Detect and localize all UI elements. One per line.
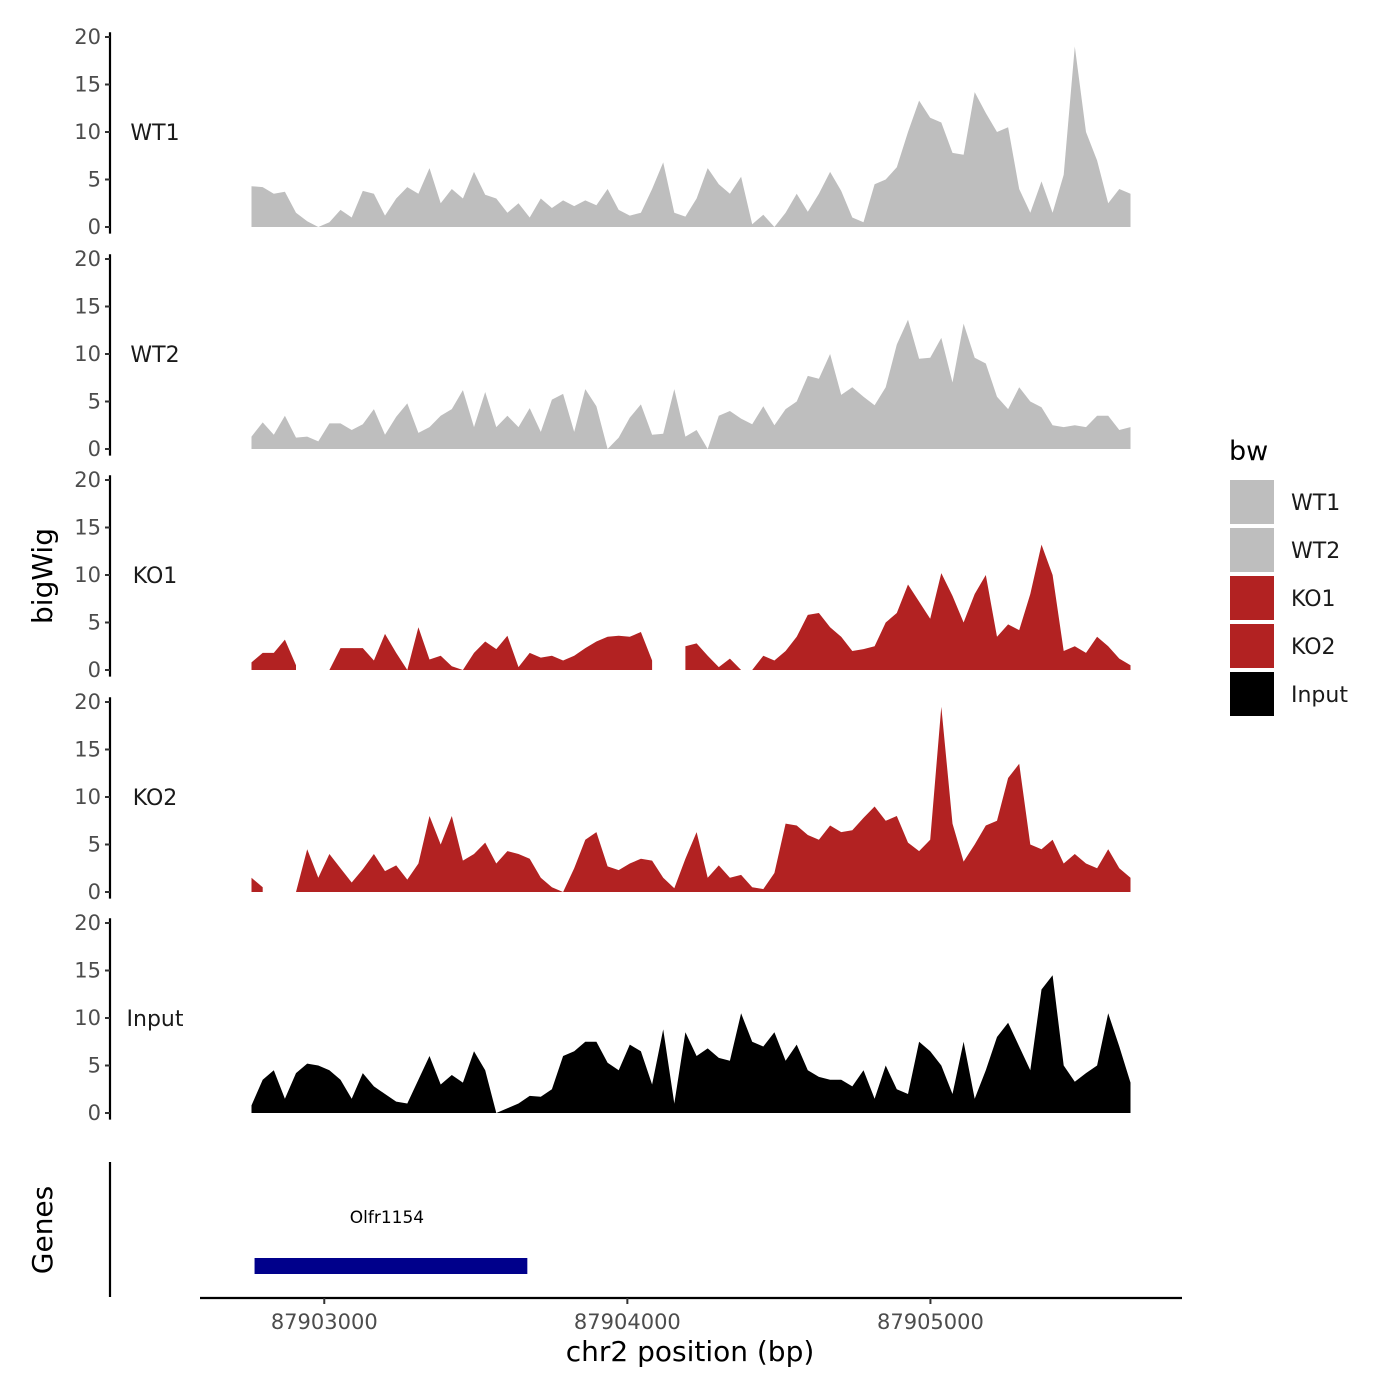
x-axis: 87903000 87904000 87905000 — [200, 1296, 1182, 1334]
legend-item-input: Input — [1230, 672, 1348, 716]
y-tick-label: 15 — [74, 295, 101, 319]
coverage-area-input — [251, 975, 1131, 1113]
coverage-area-wt2 — [251, 319, 1131, 449]
track-label: Input — [127, 1007, 184, 1032]
genes-track-label: Genes — [26, 1186, 59, 1274]
y-tick-label: 5 — [88, 1054, 101, 1078]
coverage-area-ko1 — [329, 627, 653, 670]
track-input: 0 5 10 15 20 Input — [74, 911, 1131, 1125]
legend-label: Input — [1291, 683, 1348, 708]
coverage-area-ko2 — [284, 706, 1131, 892]
y-tick-label: 20 — [74, 468, 101, 492]
track-wt2: 0 5 10 15 20 WT2 — [74, 247, 1131, 461]
y-tick-label: 0 — [88, 437, 101, 461]
y-tick-label: 10 — [74, 563, 101, 587]
y-tick-label: 10 — [74, 1006, 101, 1030]
y-tick-label: 10 — [74, 120, 101, 144]
coverage-area-ko1 — [685, 544, 1131, 670]
y-tick-label: 20 — [74, 247, 101, 271]
legend-item-ko1: KO1 — [1230, 576, 1336, 620]
y-tick-label: 5 — [88, 833, 101, 857]
gene-label: Olfr1154 — [350, 1208, 424, 1228]
y-tick-label: 10 — [74, 785, 101, 809]
legend-title: bw — [1229, 436, 1268, 467]
y-tick-label: 5 — [88, 390, 101, 414]
legend-swatch — [1230, 480, 1274, 524]
legend-item-wt2: WT2 — [1230, 528, 1340, 572]
gene-bar — [254, 1258, 528, 1274]
coverage-area-ko2 — [251, 877, 263, 892]
legend-label: KO1 — [1291, 587, 1336, 612]
y-tick-label: 5 — [88, 168, 101, 192]
legend-swatch — [1230, 528, 1274, 572]
legend-swatch — [1230, 672, 1274, 716]
y-tick-label: 10 — [74, 342, 101, 366]
y-tick-label: 0 — [88, 880, 101, 904]
y-axis-title: bigWig — [26, 528, 59, 624]
y-tick-label: 15 — [74, 959, 101, 983]
y-tick-label: 0 — [88, 1101, 101, 1125]
y-tick-label: 0 — [88, 658, 101, 682]
coverage-area-ko1 — [251, 639, 296, 670]
track-label: KO1 — [133, 564, 178, 589]
y-tick-label: 15 — [74, 516, 101, 540]
track-wt1: 0 5 10 15 20 WT1 — [74, 25, 1131, 239]
y-tick-label: 20 — [74, 911, 101, 935]
legend-item-ko2: KO2 — [1230, 624, 1336, 668]
tracks-area: 0 5 10 15 20 WT1 0 5 10 15 20 WT2 0 5 10 15 20 KO1 0 5 10 15 2… — [74, 25, 1131, 1125]
legend-label: KO2 — [1291, 635, 1336, 660]
y-tick-label: 20 — [74, 690, 101, 714]
track-label: WT2 — [130, 343, 179, 368]
y-tick-label: 15 — [74, 738, 101, 762]
legend-swatch — [1230, 624, 1274, 668]
y-tick-label: 15 — [74, 73, 101, 97]
x-tick-label: 87903000 — [271, 1310, 378, 1334]
x-tick-label: 87905000 — [877, 1310, 984, 1334]
coverage-area-wt1 — [251, 46, 1131, 227]
legend-label: WT1 — [1291, 491, 1340, 516]
track-ko2: 0 5 10 15 20 KO2 — [74, 690, 1131, 904]
track-ko1: 0 5 10 15 20 KO1 — [74, 468, 1131, 682]
track-label: KO2 — [133, 786, 178, 811]
y-tick-label: 5 — [88, 611, 101, 635]
x-axis-title: chr2 position (bp) — [566, 1335, 815, 1368]
y-tick-label: 0 — [88, 215, 101, 239]
genes-track: Genes Olfr1154 — [26, 1162, 528, 1297]
legend-item-wt1: WT1 — [1230, 480, 1340, 524]
track-label: WT1 — [130, 121, 179, 146]
legend: bw WT1 WT2 KO1 KO2 Input — [1229, 436, 1348, 716]
y-tick-label: 20 — [74, 25, 101, 49]
legend-swatch — [1230, 576, 1274, 620]
x-tick-label: 87904000 — [574, 1310, 681, 1334]
legend-label: WT2 — [1291, 539, 1340, 564]
